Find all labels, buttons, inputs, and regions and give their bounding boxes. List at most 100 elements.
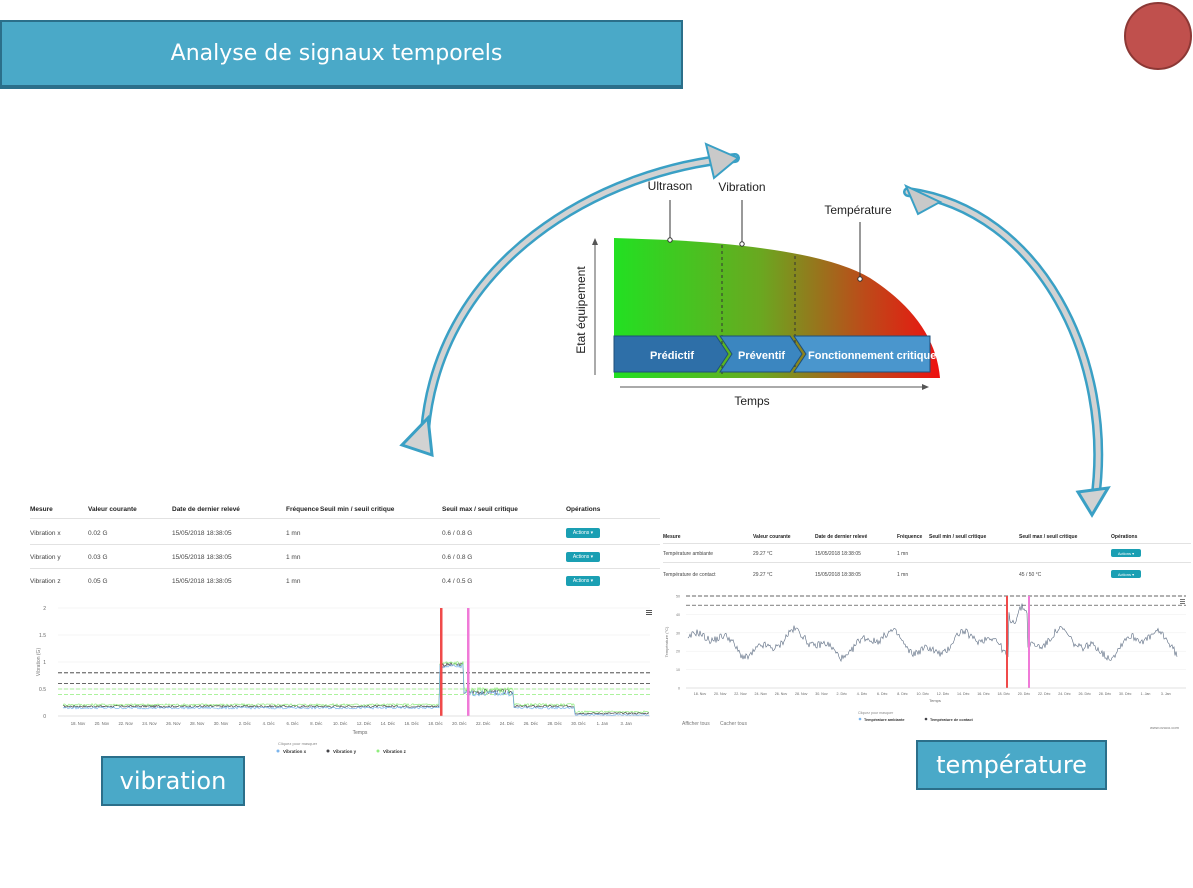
row-valeur: 29.27 °C	[753, 551, 773, 557]
x-tick-label: 4. Déc	[263, 721, 275, 726]
col-seuil-max: Seuil max / seuil critique	[442, 506, 518, 513]
temperature-table: Mesure Valeur courante Date de dernier r…	[663, 534, 1191, 584]
state-diagram	[592, 200, 940, 390]
actions-button[interactable]: Actions ▾	[566, 528, 600, 538]
series-line-contact	[687, 603, 1178, 663]
legend-marker	[276, 749, 280, 753]
credit: www.ovuco.com	[1150, 725, 1179, 730]
actions-button[interactable]: Actions ▾	[566, 576, 600, 586]
x-tick-label: 8. Déc	[897, 692, 908, 696]
x-tick-label: 10. Déc	[333, 721, 347, 726]
marker-vibration: Vibration	[718, 180, 765, 194]
vibration-label: vibration	[101, 756, 245, 806]
row-mesure: Température ambiante	[663, 551, 714, 557]
legend-item: Vibration x	[283, 749, 307, 754]
row-freq: 1 mn	[897, 572, 909, 578]
row-date: 15/05/2018 18:38:05	[172, 554, 232, 561]
alert-band	[1006, 596, 1008, 688]
col-mesure: Mesure	[30, 506, 53, 513]
x-tick-label: 20. Déc	[452, 721, 466, 726]
series-line-z	[62, 661, 650, 713]
menu-icon	[646, 610, 652, 611]
legend-item: Vibration z	[383, 749, 407, 754]
col-valeur: Valeur courante	[753, 534, 791, 540]
row-date: 15/05/2018 18:38:05	[815, 572, 861, 578]
col-frequence: Fréquence	[897, 534, 923, 540]
x-tick-label: 16. Déc	[977, 692, 990, 696]
x-tick-label: 26. Nov	[775, 692, 788, 696]
col-operations: Opérations	[566, 506, 601, 513]
x-tick-label: 18. Nov	[71, 721, 86, 726]
col-frequence: Fréquence	[286, 506, 319, 513]
legend-item: Température ambiante	[864, 718, 904, 722]
x-tick-label: 3. Jan	[620, 721, 632, 726]
alert-band	[440, 608, 443, 716]
menu-icon	[646, 612, 652, 613]
y-axis-label: Température (°C)	[664, 626, 669, 657]
legend-item: Vibration y	[333, 749, 357, 754]
row-seuil-max: 45 / 50 °C	[1019, 572, 1042, 578]
x-tick-label: 2. Déc	[837, 692, 848, 696]
col-mesure: Mesure	[663, 534, 681, 540]
actions-button[interactable]: Actions ▾	[1111, 570, 1141, 578]
x-tick-label: 14. Déc	[381, 721, 395, 726]
row-mesure: Température de contact	[663, 572, 716, 578]
y-tick-label: 2	[43, 606, 46, 612]
stage-predictif	[613, 335, 729, 373]
actions-button[interactable]: Actions ▾	[566, 552, 600, 562]
temperature-label: température	[916, 740, 1107, 790]
show-all-button[interactable]: Afficher tous	[682, 721, 710, 727]
x-tick-label: 20. Nov	[714, 692, 727, 696]
series-line-x	[62, 663, 650, 717]
page-title: Analyse de signaux temporels	[170, 41, 503, 66]
x-tick-label: 20. Déc	[1018, 692, 1031, 696]
y-tick-label: 1	[43, 660, 46, 666]
menu-icon	[1180, 599, 1185, 600]
x-tick-label: 2. Déc	[239, 721, 251, 726]
y-tick-label: 30	[676, 631, 680, 635]
row-seuil-max: 0.6 / 0.8 G	[442, 554, 473, 561]
vibration-table: Mesure Valeur courante Date de dernier r…	[30, 506, 660, 596]
x-tick-label: 12. Déc	[937, 692, 950, 696]
actions-button[interactable]: Actions ▾	[1111, 549, 1141, 557]
legend-item: Température de contact	[930, 718, 973, 722]
corner-circle	[1124, 2, 1192, 70]
x-axis-label: Temps	[929, 698, 941, 703]
x-tick-label: 30. Déc	[571, 721, 585, 726]
legend-hint: Cliquez pour masquer	[278, 741, 318, 746]
x-tick-label: 18. Déc	[998, 692, 1011, 696]
hide-all-button[interactable]: Cacher tous	[720, 721, 747, 727]
x-tick-label: 26. Nov	[166, 721, 181, 726]
row-mesure: Vibration z	[30, 578, 61, 585]
x-tick-label: 4. Déc	[857, 692, 868, 696]
diagram-xlabel: Temps	[734, 394, 769, 408]
y-axis-label: Vibration (G)	[36, 648, 42, 677]
y-tick-label: 0	[43, 714, 46, 720]
x-tick-label: 26. Déc	[1079, 692, 1092, 696]
row-valeur: 0.02 G	[88, 530, 108, 537]
row-freq: 1 mn	[286, 554, 301, 561]
stage-label-critique: Fonctionnement critique	[808, 350, 936, 362]
stage-critique	[793, 335, 931, 373]
x-tick-label: 26. Déc	[524, 721, 538, 726]
legend-hint: Cliquez pour masquer	[858, 711, 894, 715]
menu-icon	[1180, 603, 1185, 604]
x-tick-label: 3. Jan	[1161, 692, 1171, 696]
row-valeur: 29.27 °C	[753, 572, 773, 578]
stage-label-preventif: Préventif	[738, 350, 785, 362]
vibration-chart: 2 1.5 1 0.5 0 Vibration (G) 18. Nov 20. Nov 22. …	[36, 606, 652, 754]
row-date: 15/05/2018 18:38:05	[172, 578, 232, 585]
x-tick-label: 10. Déc	[917, 692, 930, 696]
stage-preventif	[719, 335, 803, 373]
col-seuil-min: Seuil min / seuil critique	[929, 534, 987, 540]
row-mesure: Vibration y	[30, 554, 61, 561]
row-mesure: Vibration x	[30, 530, 61, 537]
temperature-chart: 50 40 30 20 10 0 Température (°C) 18. Nov 20. No…	[664, 595, 1186, 722]
x-tick-label: 24. Nov	[755, 692, 768, 696]
x-tick-label: 20. Nov	[95, 721, 110, 726]
menu-icon	[1180, 601, 1185, 602]
stage-label-predictif: Prédictif	[650, 350, 694, 362]
x-tick-label: 22. Nov	[734, 692, 747, 696]
x-tick-label: 12. Déc	[357, 721, 371, 726]
